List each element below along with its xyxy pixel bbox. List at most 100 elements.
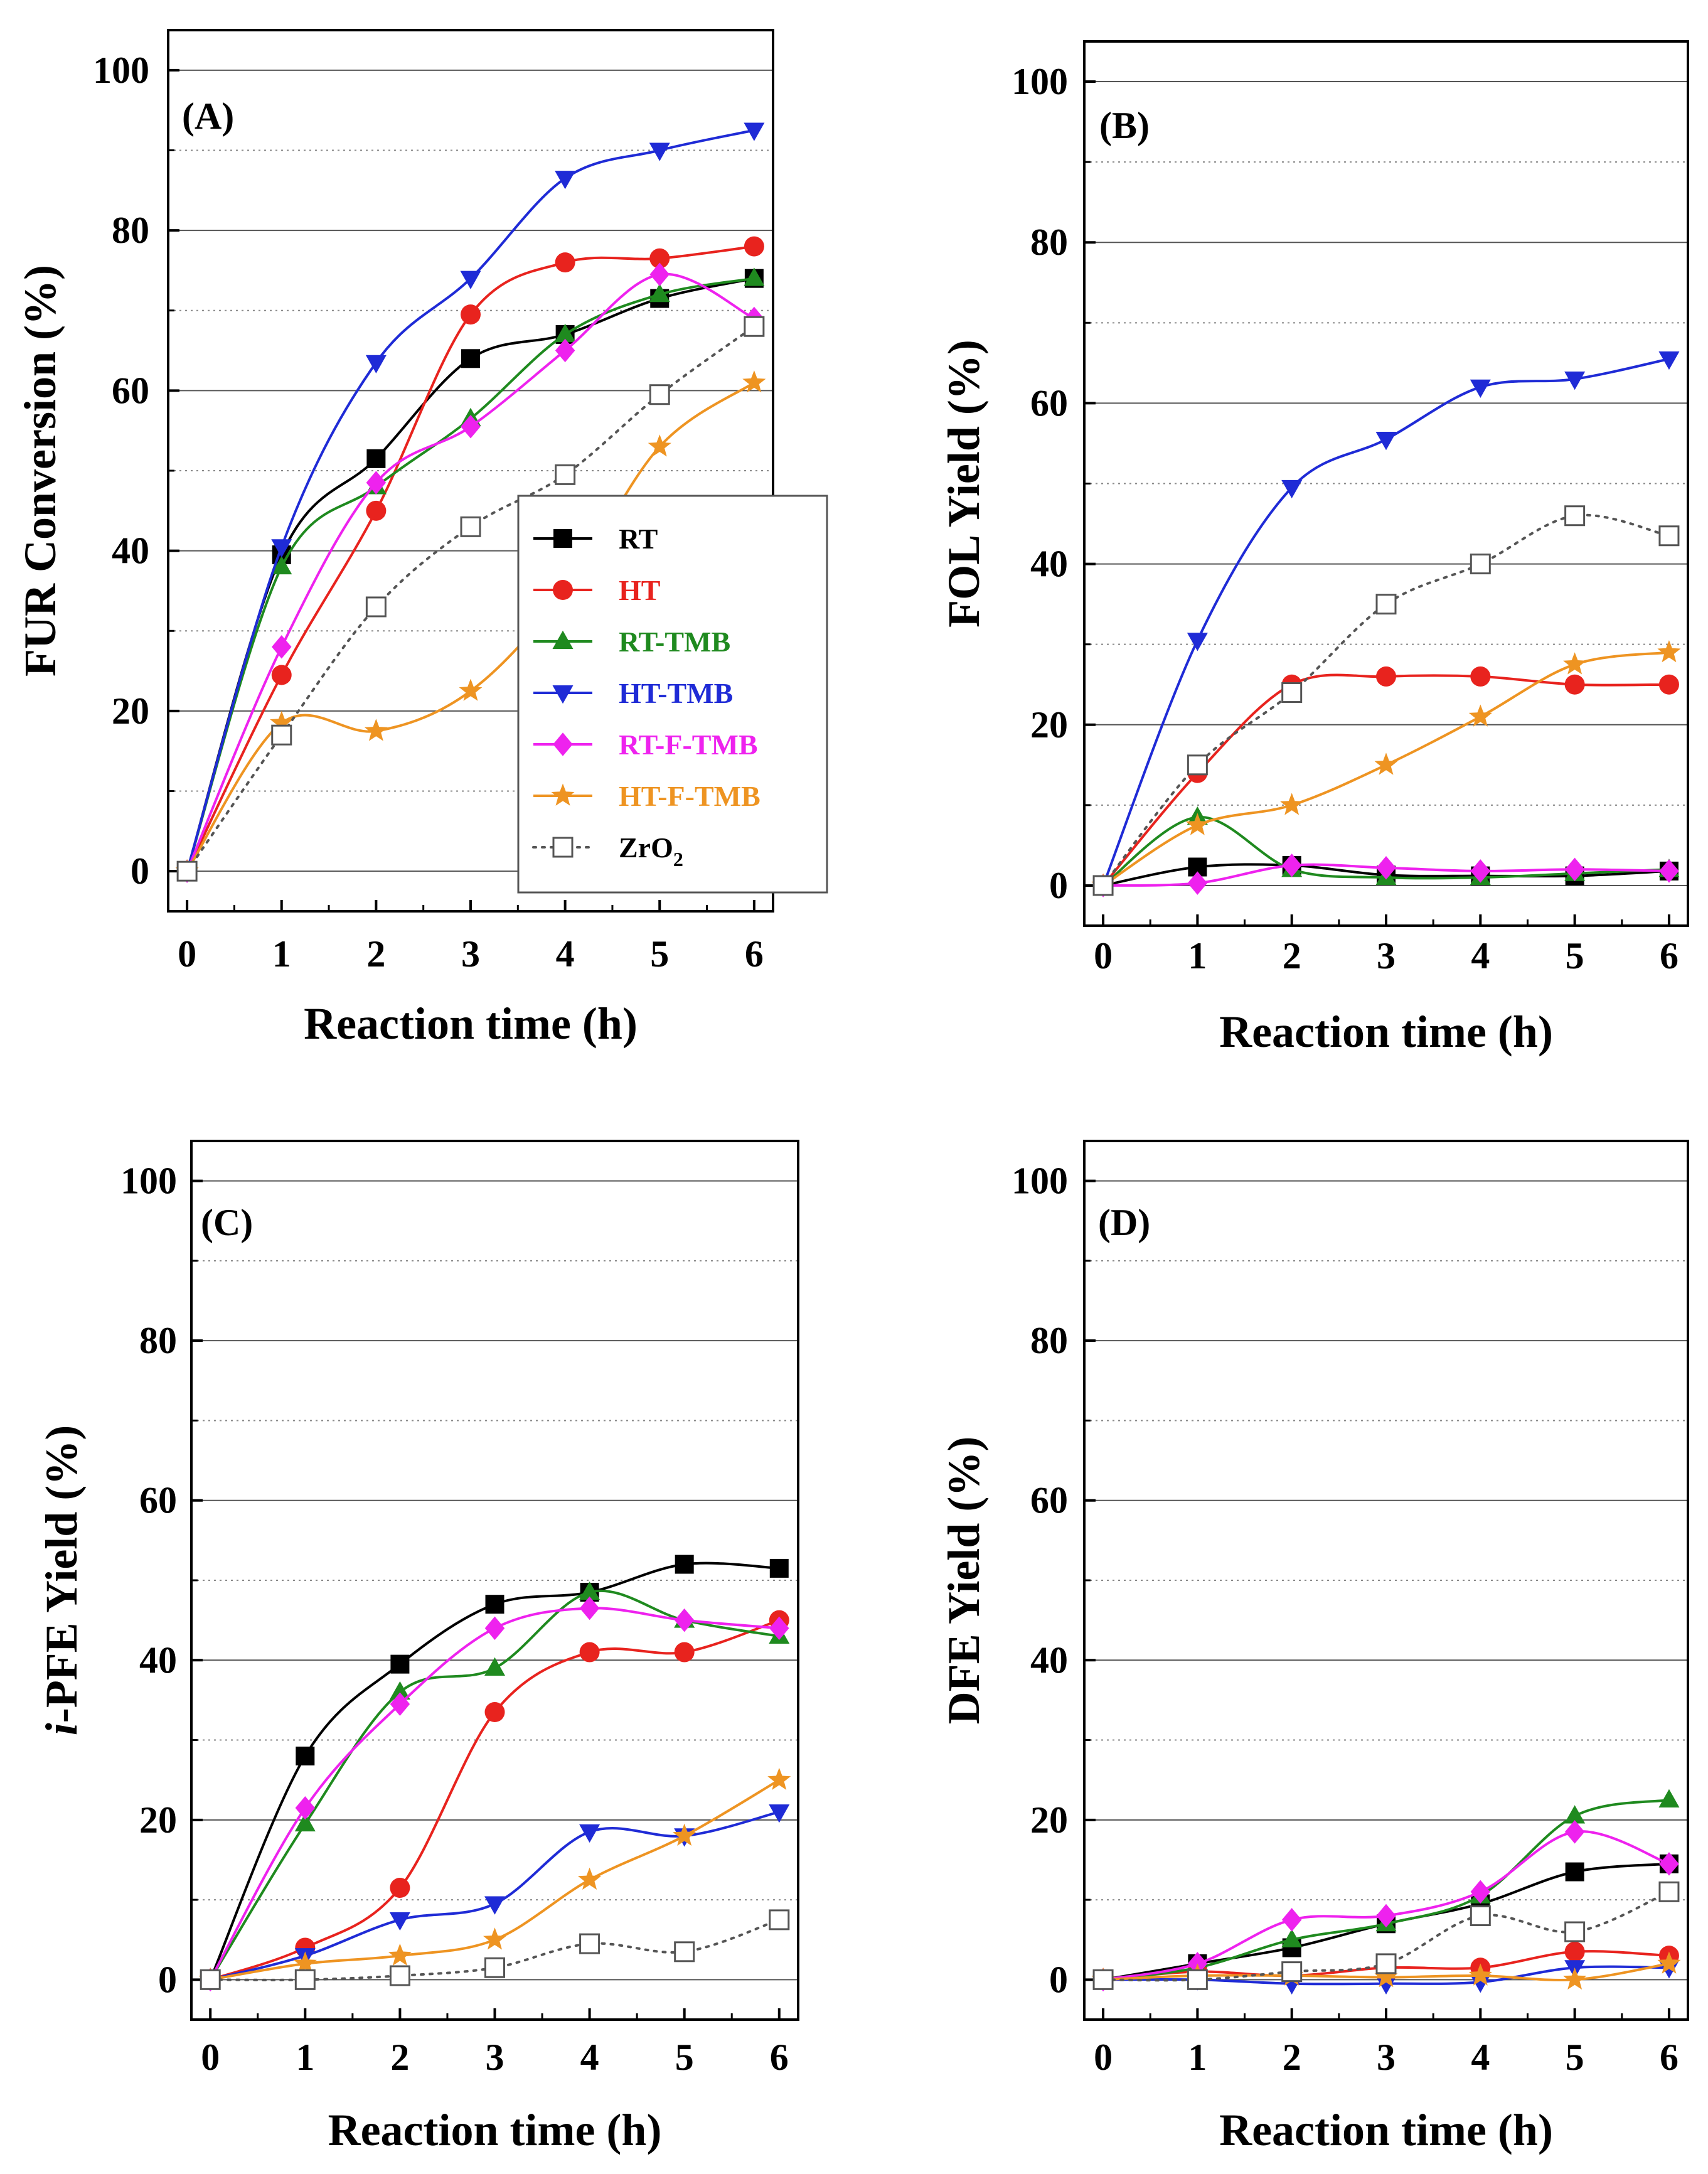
data-point xyxy=(674,1941,695,1962)
axis-ticks: 0 20 40 60 80 100 0 1 2 3 4 5 6 xyxy=(1011,61,1679,977)
series-rt-f-tmb xyxy=(200,1596,789,1992)
legend-label: RT-F-TMB xyxy=(619,729,758,761)
data-point xyxy=(460,516,481,537)
y-tick-label: 100 xyxy=(1011,61,1068,102)
y-axis-label-text: DFE Yield (%) xyxy=(939,1437,989,1725)
data-point xyxy=(484,1896,505,1915)
legend-marker xyxy=(551,783,575,806)
legend-label-text: RT xyxy=(619,523,658,555)
series-rt-tmb xyxy=(200,1581,790,1988)
legend-label-subscript: 2 xyxy=(673,848,683,870)
legend-entry: HT-F-TMB xyxy=(533,780,761,812)
data-point xyxy=(555,171,576,190)
y-tick-label: 0 xyxy=(1049,865,1068,906)
legend-marker xyxy=(553,732,573,756)
x-tick-label: 4 xyxy=(580,2037,599,2078)
x-tick-label: 6 xyxy=(1660,935,1679,977)
legend: RT HT RT-TMB HT-TMB RT-F-TMB HT-F-TMB ZrO2 xyxy=(517,495,828,894)
data-point xyxy=(1281,682,1303,704)
data-point xyxy=(364,719,388,741)
data-point xyxy=(649,262,670,287)
data-point xyxy=(1564,857,1585,882)
data-point xyxy=(673,1823,697,1846)
data-point xyxy=(1376,1904,1396,1928)
data-point xyxy=(1470,379,1491,399)
data-point xyxy=(1658,351,1680,370)
x-tick-label: 0 xyxy=(1094,2037,1113,2078)
data-point xyxy=(296,1747,315,1765)
axis-ticks: 0 20 40 60 80 100 0 1 2 3 4 5 6 xyxy=(1011,1160,1679,2078)
axis-ticks: 0 20 40 60 80 100 0 1 2 3 4 5 6 xyxy=(93,50,764,975)
data-point xyxy=(271,539,292,558)
legend-label: HT-TMB xyxy=(619,677,733,709)
legend-label-text: RT-TMB xyxy=(619,626,730,658)
series-line xyxy=(186,129,755,872)
x-tick-label: 0 xyxy=(201,2037,220,2078)
data-point xyxy=(390,1692,410,1716)
data-point xyxy=(1564,674,1585,695)
y-axis-label: i-PFE Yield (%) xyxy=(36,1425,87,1736)
data-point xyxy=(1659,1852,1679,1876)
x-tick-label: 6 xyxy=(745,933,764,975)
x-tick-label: 1 xyxy=(1188,2037,1207,2078)
data-point xyxy=(649,142,670,161)
chart-panel-3: 0 20 40 60 80 100 0 1 2 3 4 5 6 Reaction time (h) i-PF… xyxy=(36,1140,799,2155)
data-point xyxy=(649,248,670,269)
x-axis-label: Reaction time (h) xyxy=(1219,2105,1553,2155)
y-axis-label: DFE Yield (%) xyxy=(939,1437,989,1725)
y-tick-label: 20 xyxy=(112,690,149,732)
y-tick-label: 80 xyxy=(112,210,149,251)
legend-entry: RT xyxy=(533,523,658,555)
legend-label: HT xyxy=(619,574,660,606)
x-tick-label: 5 xyxy=(1566,2037,1584,2078)
legend-marker xyxy=(552,630,574,649)
data-point xyxy=(389,1912,410,1931)
data-point xyxy=(200,1969,221,1990)
legend-marker xyxy=(552,685,574,704)
data-point xyxy=(674,1642,695,1663)
data-point xyxy=(1185,813,1209,835)
series-zro2 xyxy=(200,1909,790,1990)
data-point xyxy=(484,1957,505,1978)
x-axis-label: Reaction time (h) xyxy=(328,2105,662,2155)
data-point xyxy=(579,1642,600,1663)
legend-entry: ZrO2 xyxy=(532,832,683,870)
data-point xyxy=(1187,1969,1208,1990)
data-point xyxy=(744,236,764,257)
y-tick-label: 0 xyxy=(158,1959,177,2000)
data-point xyxy=(649,283,670,303)
x-tick-label: 1 xyxy=(296,2037,314,2078)
data-point xyxy=(294,1969,316,1990)
series-ht xyxy=(200,1610,789,1990)
data-point xyxy=(461,349,480,368)
x-tick-label: 0 xyxy=(1094,935,1113,977)
data-point xyxy=(1564,1941,1585,1962)
data-point xyxy=(1374,752,1398,775)
x-tick-label: 5 xyxy=(650,933,669,975)
data-point xyxy=(744,122,765,141)
data-point xyxy=(460,270,481,289)
data-point xyxy=(1564,1921,1586,1942)
data-point xyxy=(270,710,294,733)
y-axis-label-text: FUR Conversion (%) xyxy=(15,265,65,677)
legend-label: HT-F-TMB xyxy=(619,780,761,812)
x-tick-label: 6 xyxy=(1660,2037,1679,2078)
data-point xyxy=(366,471,387,495)
data-point xyxy=(484,1702,505,1722)
data-point xyxy=(1658,1881,1680,1902)
series-zro2 xyxy=(176,316,765,882)
y-tick-label: 80 xyxy=(1030,222,1068,263)
data-point xyxy=(1565,1862,1584,1882)
data-point xyxy=(271,555,292,575)
data-point xyxy=(1092,875,1114,896)
data-point xyxy=(742,370,766,393)
data-point xyxy=(1187,633,1208,651)
x-tick-label: 4 xyxy=(1471,935,1490,977)
y-axis-label-text: -PFE Yield (%) xyxy=(36,1425,87,1723)
legend-label-text: HT-F-TMB xyxy=(619,780,761,812)
data-point xyxy=(484,1657,505,1676)
x-tick-label: 3 xyxy=(1377,935,1396,977)
data-point xyxy=(271,665,292,685)
gridlines xyxy=(191,1180,798,1981)
x-tick-label: 5 xyxy=(1566,935,1584,977)
